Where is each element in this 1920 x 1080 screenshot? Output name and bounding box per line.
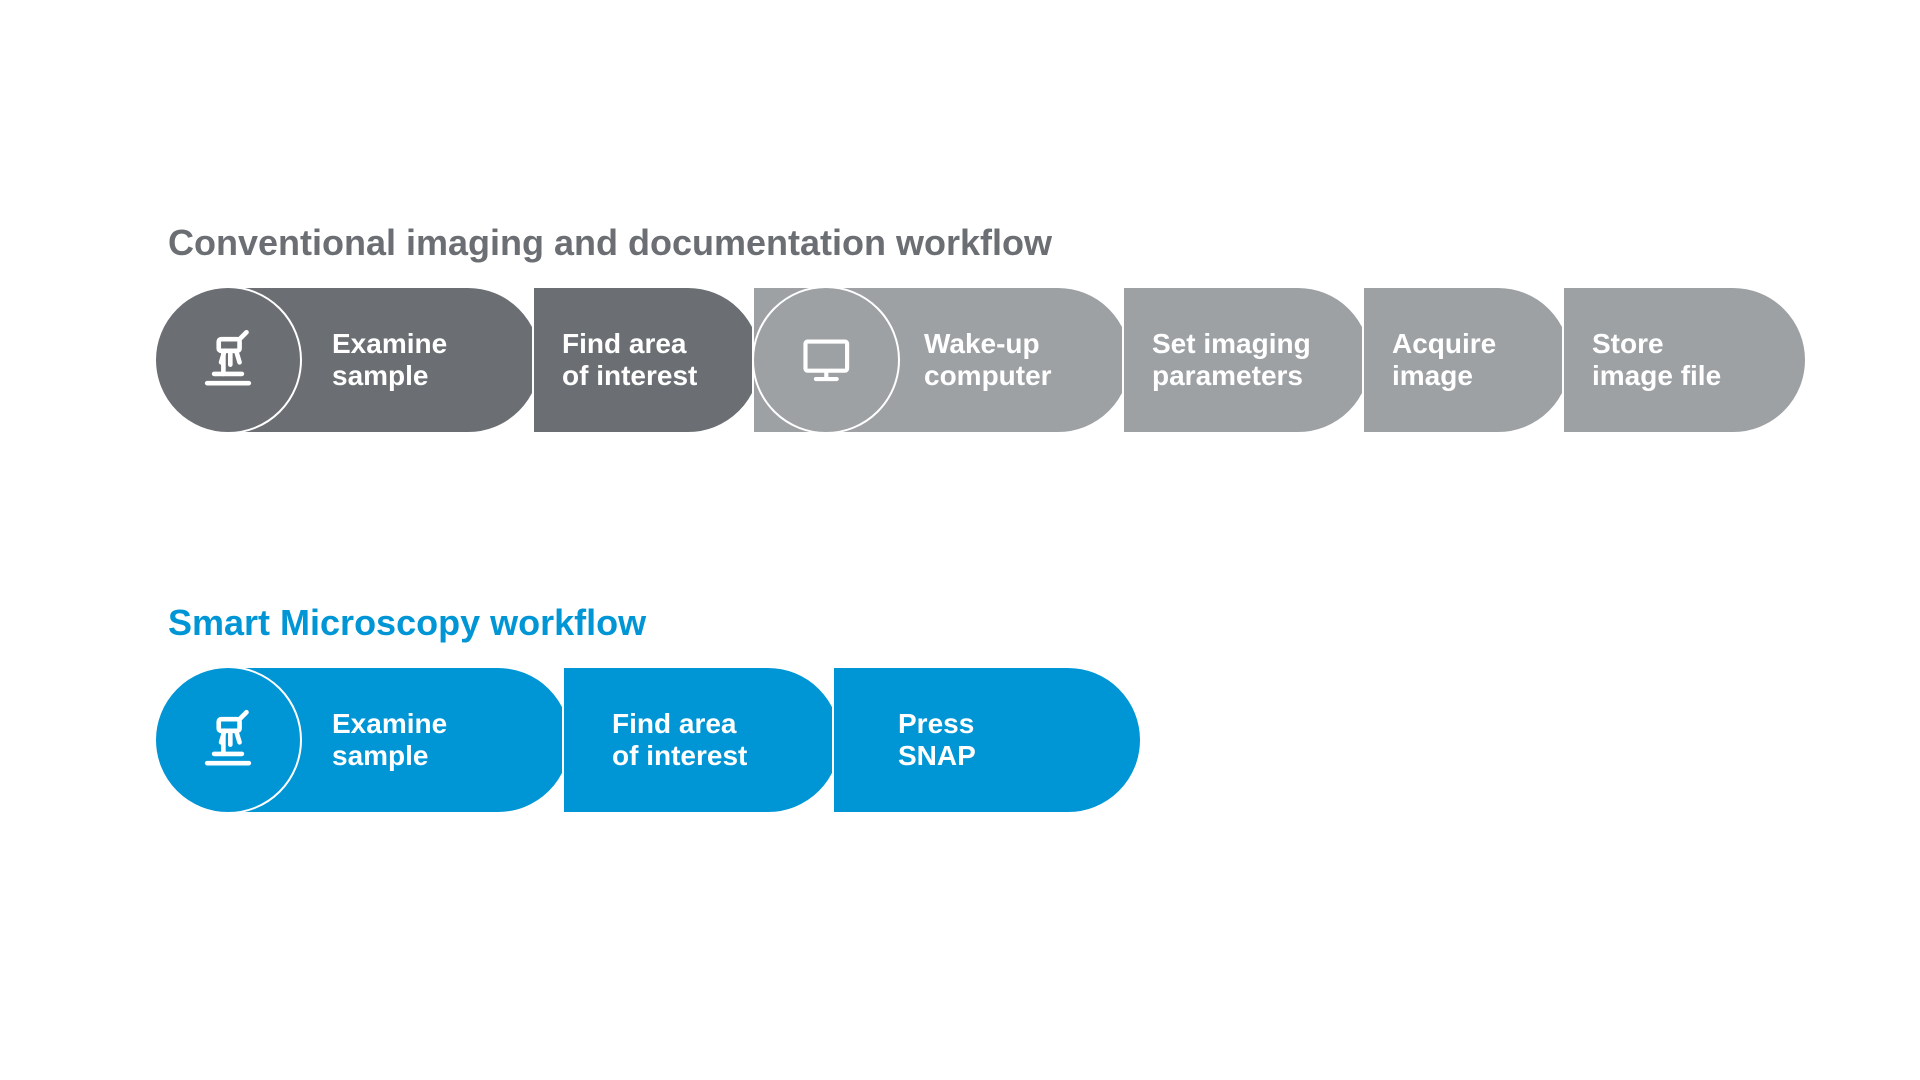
seg-conventional-4: Acquire image <box>1362 286 1572 434</box>
seg-smart-2: Press SNAP <box>832 666 1142 814</box>
lead-circle-smart <box>154 666 302 814</box>
seg-label-conventional-0: Examine sample <box>332 328 540 392</box>
seg-smart-1: Find area of interest <box>562 666 842 814</box>
microscope-icon <box>191 323 265 397</box>
seg-label-smart-2: Press SNAP <box>898 708 1140 772</box>
seg-label-conventional-4: Acquire image <box>1392 328 1570 392</box>
monitor-icon <box>793 327 860 394</box>
seg-label-smart-0: Examine sample <box>332 708 570 772</box>
seg-conventional-1: Find area of interest <box>532 286 762 434</box>
seg-conventional-5: Store image file <box>1562 286 1807 434</box>
seg-label-conventional-3: Set imaging parameters <box>1152 328 1370 392</box>
seg-conventional-3: Set imaging parameters <box>1122 286 1372 434</box>
diagram-canvas: Conventional imaging and documentation w… <box>0 0 1920 1080</box>
title-conventional: Conventional imaging and documentation w… <box>168 222 1052 264</box>
lead-circle-conventional <box>154 286 302 434</box>
seg-label-conventional-2: Wake-up computer <box>924 328 1130 392</box>
seg-label-smart-1: Find area of interest <box>612 708 840 772</box>
workflow-smart: Examine sample Find area of interest Press… <box>154 666 1142 814</box>
workflow-conventional: Examine sample Find area of interest Wake-… <box>154 286 1807 434</box>
seg-label-conventional-5: Store image file <box>1592 328 1805 392</box>
microscope-icon <box>191 703 265 777</box>
seg-label-conventional-1: Find area of interest <box>562 328 760 392</box>
inner-circle-conventional-2 <box>752 286 900 434</box>
title-smart: Smart Microscopy workflow <box>168 602 646 644</box>
